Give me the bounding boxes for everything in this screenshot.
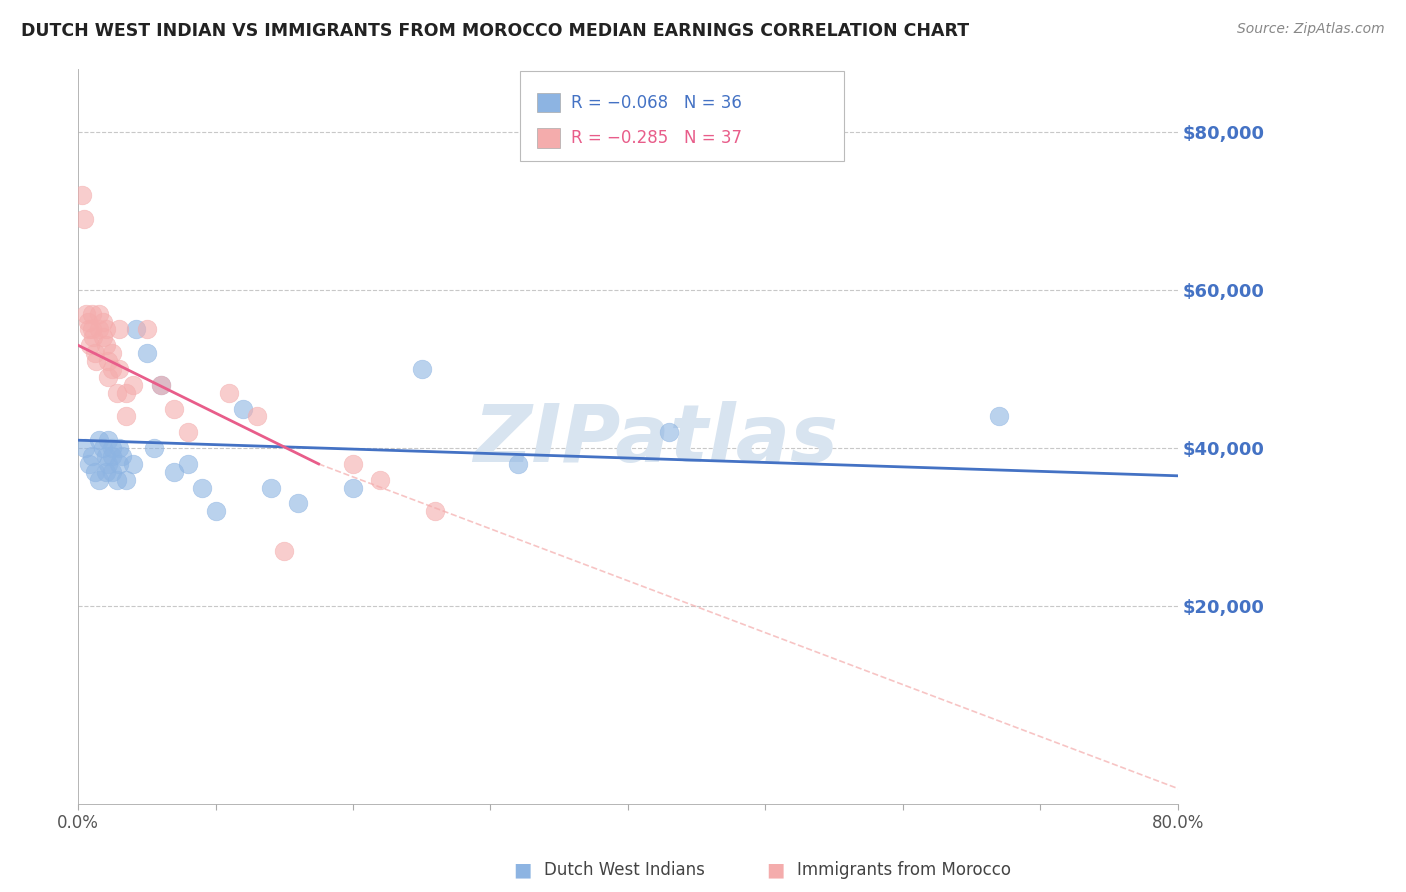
Point: [82, 330, 104, 344]
Point: [91, 330, 114, 344]
Point: [97, 434, 120, 448]
Point: [101, 346, 124, 360]
Point: [80, 307, 103, 321]
Point: [97, 354, 120, 368]
Text: Dutch West Indians: Dutch West Indians: [544, 861, 704, 879]
Point: [125, 322, 148, 336]
Point: [73, 441, 96, 455]
Point: [177, 425, 200, 440]
Point: [111, 449, 134, 463]
Point: [108, 362, 131, 376]
Point: [87, 473, 110, 487]
Point: [108, 457, 131, 471]
Point: [232, 401, 254, 416]
Point: [115, 409, 138, 424]
Point: [101, 465, 124, 479]
Point: [163, 465, 186, 479]
Point: [70, 188, 93, 202]
Point: [94, 449, 117, 463]
Point: [94, 338, 117, 352]
Point: [80, 449, 103, 463]
Point: [122, 457, 145, 471]
Text: Immigrants from Morocco: Immigrants from Morocco: [797, 861, 1011, 879]
Point: [218, 385, 240, 400]
Point: [105, 473, 128, 487]
Point: [105, 385, 128, 400]
Point: [108, 322, 131, 336]
Text: DUTCH WEST INDIAN VS IMMIGRANTS FROM MOROCCO MEDIAN EARNINGS CORRELATION CHART: DUTCH WEST INDIAN VS IMMIGRANTS FROM MOR…: [21, 22, 969, 40]
Point: [101, 362, 124, 376]
Point: [77, 457, 100, 471]
Point: [80, 322, 103, 336]
Point: [177, 457, 200, 471]
Point: [87, 322, 110, 336]
Point: [101, 441, 124, 455]
Point: [273, 544, 295, 558]
Point: [91, 441, 114, 455]
Point: [87, 307, 110, 321]
Point: [122, 377, 145, 392]
Point: [342, 481, 364, 495]
Text: ■: ■: [766, 860, 785, 880]
Point: [658, 425, 681, 440]
Point: [149, 377, 172, 392]
Point: [108, 441, 131, 455]
Text: R = −0.068   N = 36: R = −0.068 N = 36: [571, 94, 742, 112]
Point: [191, 481, 214, 495]
Point: [72, 211, 94, 226]
Text: ■: ■: [513, 860, 531, 880]
Point: [142, 441, 165, 455]
Point: [115, 385, 138, 400]
Point: [97, 370, 120, 384]
Point: [75, 307, 97, 321]
Text: Source: ZipAtlas.com: Source: ZipAtlas.com: [1237, 22, 1385, 37]
Point: [83, 465, 105, 479]
Point: [506, 457, 529, 471]
Text: R = −0.285   N = 37: R = −0.285 N = 37: [571, 129, 742, 147]
Point: [115, 473, 138, 487]
Point: [411, 362, 433, 376]
Point: [83, 346, 105, 360]
Point: [204, 504, 226, 518]
Text: ZIPatlas: ZIPatlas: [472, 401, 838, 479]
Point: [246, 409, 269, 424]
Point: [97, 457, 120, 471]
Point: [76, 315, 98, 329]
Point: [79, 338, 101, 352]
Point: [87, 434, 110, 448]
Point: [287, 496, 309, 510]
Point: [101, 449, 124, 463]
Point: [342, 457, 364, 471]
Point: [135, 322, 157, 336]
Point: [84, 354, 107, 368]
Point: [987, 409, 1010, 424]
Point: [135, 346, 157, 360]
Point: [94, 322, 117, 336]
Point: [149, 377, 172, 392]
Point: [425, 504, 447, 518]
Point: [77, 322, 100, 336]
Point: [163, 401, 186, 416]
Point: [91, 315, 114, 329]
Point: [259, 481, 281, 495]
Point: [94, 465, 117, 479]
Point: [370, 473, 392, 487]
